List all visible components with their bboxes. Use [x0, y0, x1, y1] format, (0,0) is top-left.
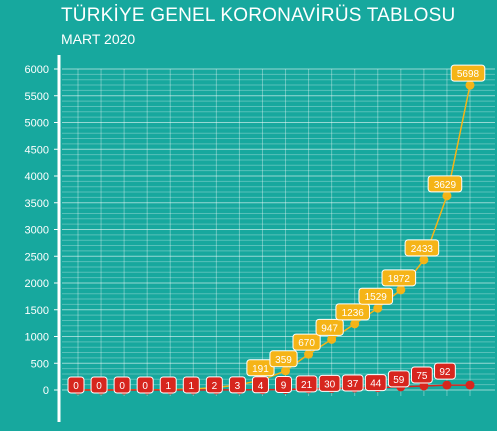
y-tick-label: 1000: [25, 332, 49, 344]
y-tick-label: 4500: [25, 144, 49, 156]
point-cases: [281, 366, 291, 376]
data-label-cases: 2433: [411, 244, 434, 255]
chart-title: TÜRKİYE GENEL KORONAVİRÜS TABLOSU: [61, 5, 456, 26]
label-box-cases: [358, 287, 394, 305]
data-label-deaths: 0: [142, 381, 148, 392]
label-box-cases: [335, 303, 371, 321]
y-tick-label: 3000: [25, 225, 49, 237]
data-label-deaths: 1: [165, 381, 171, 392]
label-box-deaths: [205, 376, 223, 394]
data-label-deaths: 59: [393, 375, 405, 386]
point-deaths: [442, 380, 452, 390]
data-label-cases: 1872: [388, 274, 411, 285]
data-label-deaths: 92: [439, 367, 451, 378]
label-box-deaths: [434, 362, 456, 380]
y-tick-label: 6000: [25, 64, 49, 76]
data-label-deaths: 0: [119, 381, 125, 392]
label-box-deaths: [364, 374, 387, 392]
point-cases: [442, 191, 452, 201]
data-label-deaths: 0: [73, 381, 79, 392]
data-label-deaths: 44: [370, 379, 382, 390]
label-box-deaths: [387, 370, 410, 388]
data-label-cases: 359: [275, 355, 292, 366]
data-label-deaths: 2: [212, 381, 218, 392]
label-box-cases: [404, 239, 440, 257]
label-box-deaths: [341, 374, 364, 392]
label-box-deaths: [295, 375, 318, 393]
label-box-deaths: [136, 376, 154, 394]
point-cases: [465, 80, 475, 90]
y-tick-label: 3500: [25, 198, 49, 210]
chart-subtitle: MART 2020: [61, 31, 136, 47]
label-box-deaths: [410, 366, 433, 384]
label-box-cases: [450, 64, 486, 82]
label-box-deaths: [90, 376, 108, 394]
data-label-deaths: 0: [96, 381, 102, 392]
label-box-deaths: [228, 376, 246, 394]
label-box-cases: [292, 333, 321, 351]
label-box-deaths: [275, 376, 293, 394]
label-box-cases: [269, 350, 298, 368]
label-box-deaths: [251, 376, 269, 394]
y-tick-label: 5000: [25, 118, 49, 130]
data-label-cases: 191: [252, 364, 269, 375]
point-deaths: [419, 381, 429, 391]
data-label-cases: 5698: [457, 69, 480, 80]
data-label-cases: 947: [321, 323, 338, 334]
label-box-deaths: [113, 376, 131, 394]
y-tick-label: 4000: [25, 171, 49, 183]
data-label-deaths: 1: [189, 381, 195, 392]
label-box-cases: [427, 175, 463, 193]
y-tick-label: 2500: [25, 251, 49, 263]
data-label-cases: 1529: [365, 292, 388, 303]
label-box-deaths: [67, 376, 85, 394]
label-box-deaths: [159, 376, 177, 394]
data-label-deaths: 75: [416, 371, 428, 382]
point-cases: [350, 319, 360, 329]
data-label-deaths: 9: [281, 381, 287, 392]
label-box-cases: [381, 269, 417, 287]
y-tick-label: 500: [31, 358, 49, 370]
point-cases: [327, 334, 337, 344]
y-tick-label: 5500: [25, 91, 49, 103]
point-deaths: [465, 380, 475, 390]
data-label-deaths: 3: [235, 381, 241, 392]
point-cases: [419, 255, 429, 265]
data-label-deaths: 21: [301, 380, 313, 391]
y-tick-label: 1500: [25, 305, 49, 317]
data-label-cases: 3629: [434, 180, 457, 191]
point-cases: [373, 303, 383, 313]
label-box-deaths: [318, 374, 341, 392]
y-tick-label: 2000: [25, 278, 49, 290]
data-label-cases: 670: [298, 338, 315, 349]
data-label-deaths: 37: [347, 379, 359, 390]
point-cases: [396, 285, 406, 295]
point-cases: [304, 349, 314, 359]
y-tick-label: 0: [43, 385, 49, 397]
label-box-deaths: [182, 376, 200, 394]
y-axis: 0 500 1000 1500 2000 2500 3000 3500 4000 4500 5000…: [25, 64, 59, 397]
data-label-deaths: 4: [258, 381, 264, 392]
label-box-cases: [315, 318, 344, 336]
data-label-deaths: 30: [324, 379, 336, 390]
data-label-cases: 1236: [342, 308, 365, 319]
label-box-cases: [246, 359, 275, 377]
